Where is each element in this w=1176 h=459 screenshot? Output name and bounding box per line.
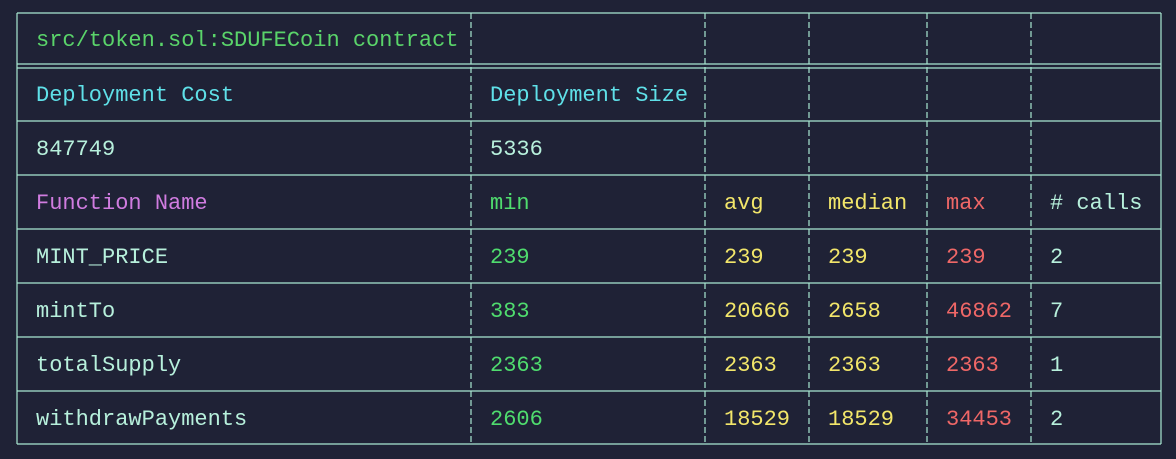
deployment-value: 5336 [490, 137, 543, 162]
gas-value: 2363 [724, 353, 777, 378]
function-header: max [946, 191, 986, 216]
gas-value: 2363 [490, 353, 543, 378]
deployment-header: Deployment Cost [36, 83, 234, 108]
deployment-value: 847749 [36, 137, 115, 162]
gas-value: 2 [1050, 245, 1063, 270]
contract-title: src/token.sol:SDUFECoin contract [36, 28, 458, 53]
function-header: median [828, 191, 907, 216]
table-grid [16, 12, 1162, 445]
function-name: mintTo [36, 299, 115, 324]
function-header: min [490, 191, 530, 216]
function-header: Function Name [36, 191, 208, 216]
deployment-header: Deployment Size [490, 83, 688, 108]
gas-value: 2606 [490, 407, 543, 432]
gas-value: 239 [828, 245, 868, 270]
table-cells: src/token.sol:SDUFECoin contract Deployme… [36, 28, 1142, 432]
gas-value: 2658 [828, 299, 881, 324]
gas-value: 2 [1050, 407, 1063, 432]
function-header: # calls [1050, 191, 1142, 216]
function-name: withdrawPayments [36, 407, 247, 432]
gas-value: 18529 [828, 407, 894, 432]
gas-value: 20666 [724, 299, 790, 324]
function-name: totalSupply [36, 353, 181, 378]
gas-value: 46862 [946, 299, 1012, 324]
function-header: avg [724, 191, 764, 216]
gas-value: 18529 [724, 407, 790, 432]
gas-value: 2363 [946, 353, 999, 378]
function-name: MINT_PRICE [36, 245, 168, 270]
gas-value: 1 [1050, 353, 1063, 378]
gas-value: 34453 [946, 407, 1012, 432]
gas-value: 2363 [828, 353, 881, 378]
gas-value: 239 [490, 245, 530, 270]
gas-value: 239 [724, 245, 764, 270]
gas-value: 7 [1050, 299, 1063, 324]
gas-value: 383 [490, 299, 530, 324]
gas-value: 239 [946, 245, 986, 270]
